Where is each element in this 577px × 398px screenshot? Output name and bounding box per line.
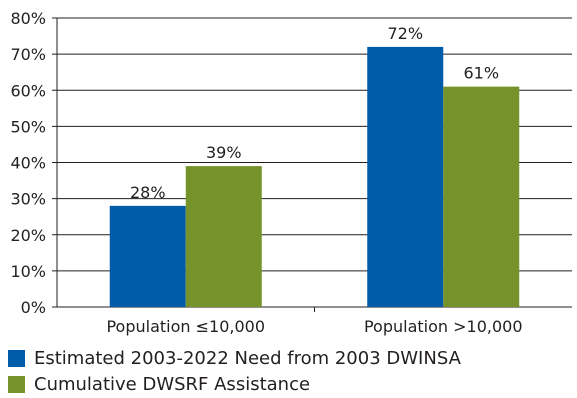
legend-swatch-need <box>8 349 25 367</box>
data-label: 39% <box>206 143 242 162</box>
y-tick-labels: 0% 10% 20% 30% 40% 50% 60% 70% 80% <box>10 9 46 317</box>
x-category-label: Population >10,000 <box>364 317 523 336</box>
bar <box>185 166 262 307</box>
legend-item-assistance: Cumulative DWSRF Assistance <box>8 372 573 396</box>
bar <box>109 205 186 307</box>
data-label: 61% <box>463 64 499 83</box>
x-category-labels: Population ≤10,000 Population >10,000 <box>106 317 522 336</box>
bar <box>443 86 520 307</box>
data-label: 28% <box>130 183 166 202</box>
y-tick-label: 0% <box>21 298 46 317</box>
legend-label-assistance: Cumulative DWSRF Assistance <box>34 373 311 395</box>
y-tick-label: 80% <box>10 9 46 28</box>
legend: Estimated 2003-2022 Need from 2003 DWINS… <box>8 346 573 398</box>
bars <box>109 46 520 308</box>
y-tick-label: 70% <box>10 45 46 64</box>
y-tick-label: 10% <box>10 262 46 281</box>
y-tick-label: 40% <box>10 154 46 173</box>
y-tick-label: 50% <box>10 117 46 136</box>
data-labels: 28% 39% 72% 61% <box>130 24 499 202</box>
bar <box>367 46 444 308</box>
y-tick-label: 60% <box>10 81 46 100</box>
data-label: 72% <box>387 24 423 43</box>
y-tick-label: 20% <box>10 226 46 245</box>
legend-label-need: Estimated 2003-2022 Need from 2003 DWINS… <box>34 347 461 369</box>
x-category-label: Population ≤10,000 <box>106 317 265 336</box>
y-tick-label: 30% <box>10 190 46 209</box>
legend-item-need: Estimated 2003-2022 Need from 2003 DWINS… <box>8 346 573 370</box>
legend-swatch-assistance <box>8 375 25 393</box>
